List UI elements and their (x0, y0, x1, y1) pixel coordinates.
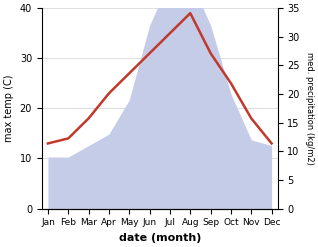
Y-axis label: max temp (C): max temp (C) (4, 75, 14, 142)
X-axis label: date (month): date (month) (119, 233, 201, 243)
Y-axis label: med. precipitation (kg/m2): med. precipitation (kg/m2) (305, 52, 314, 165)
